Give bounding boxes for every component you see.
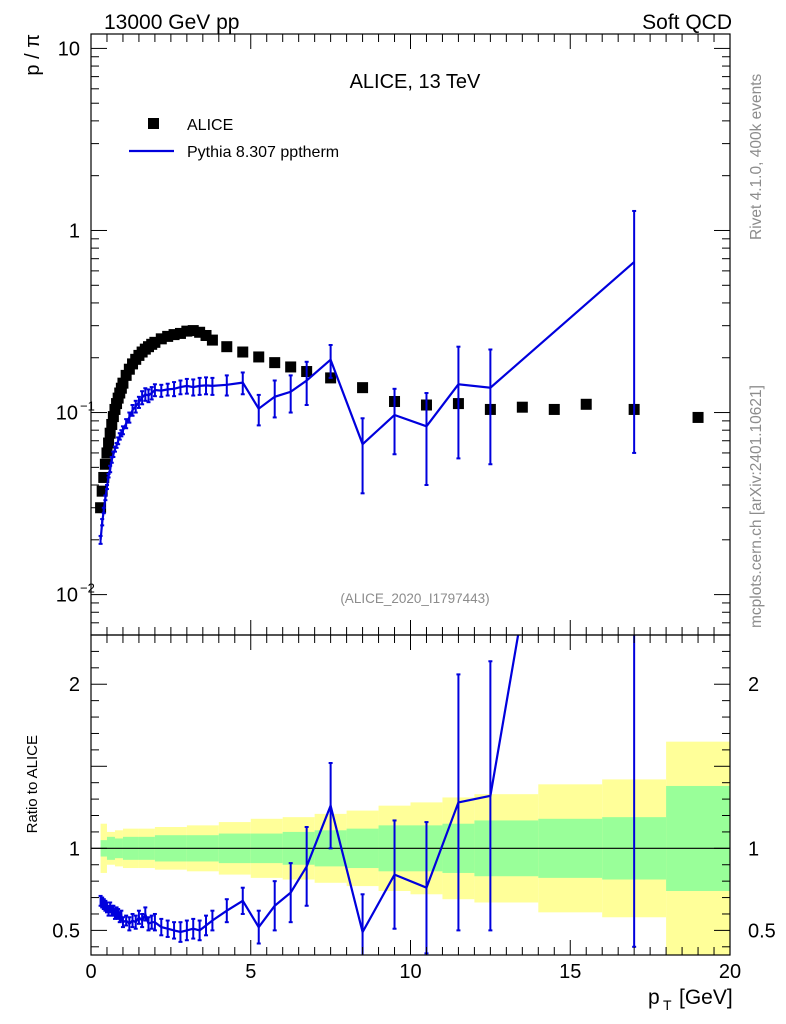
y-tick-label-exp: −1 — [80, 399, 95, 414]
x-tick-label: 0 — [85, 961, 96, 983]
y-tick-label-exp: −2 — [80, 581, 95, 596]
data-point-alice — [120, 369, 132, 381]
x-axis-label-sub: T — [663, 997, 672, 1013]
data-point-alice — [187, 325, 199, 337]
y-axis-label: p / π — [22, 34, 44, 76]
ratio-band-inner — [666, 785, 730, 891]
x-axis-title: p T [GeV] — [648, 986, 733, 1013]
data-point-alice — [95, 502, 107, 514]
data-point-alice — [103, 437, 115, 449]
data-point-alice — [692, 411, 704, 423]
data-point-alice — [548, 403, 560, 415]
ratio-y-axis-label: Ratio to ALICE — [24, 735, 41, 833]
plot-title: ALICE, 13 TeV — [350, 71, 481, 93]
analysis-label: (ALICE_2020_I1797443) — [340, 591, 489, 606]
x-axis-label-main: p — [648, 986, 660, 1009]
x-tick-label: 15 — [559, 961, 581, 983]
data-point-alice — [200, 329, 212, 341]
main-series-layer — [95, 209, 704, 545]
x-tick-label: 10 — [399, 961, 421, 983]
data-point-alice — [253, 351, 265, 363]
ratio-tick-label: 0.5 — [52, 920, 80, 942]
data-point-alice — [99, 458, 111, 470]
data-point-alice — [269, 357, 281, 369]
data-point-alice — [237, 346, 249, 358]
ratio-axes-layer: 0 5 10 15 20 0.5 0.5 1 1 2 2 — [52, 635, 776, 983]
data-point-alice — [285, 361, 297, 373]
data-point-alice — [181, 325, 193, 337]
data-point-alice — [206, 334, 218, 346]
data-point-alice — [101, 447, 113, 459]
ratio-tick-label: 1 — [69, 838, 80, 860]
ratio-tick-label-right: 0.5 — [748, 920, 776, 942]
x-tick-label: 5 — [245, 961, 256, 983]
header-left: 13000 GeV pp — [104, 11, 239, 34]
data-point-alice — [194, 326, 206, 338]
ratio-tick-label-right: 2 — [748, 674, 759, 696]
ratio-plot-panel: 0 5 10 15 20 0.5 0.5 1 1 2 2 Ratio to ALICE — [24, 634, 776, 983]
data-point-alice — [221, 341, 233, 353]
legend-label-pythia: Pythia 8.307 pptherm — [187, 144, 339, 161]
y-tick-label: 1 — [69, 220, 80, 242]
data-point-alice — [155, 333, 167, 345]
data-point-alice — [516, 401, 528, 413]
data-point-alice — [96, 485, 108, 497]
data-point-alice — [580, 398, 592, 410]
y-tick-label: 10 — [56, 403, 78, 425]
ratio-tick-label: 2 — [69, 674, 80, 696]
legend-label-alice: ALICE — [187, 117, 233, 134]
data-point-alice — [98, 471, 110, 483]
data-point-alice — [106, 418, 118, 430]
data-point-alice — [168, 329, 180, 341]
x-tick-label: 20 — [719, 961, 741, 983]
data-point-alice — [104, 427, 116, 439]
data-point-alice — [109, 403, 121, 415]
data-point-alice — [149, 336, 161, 348]
data-point-alice — [107, 411, 119, 423]
y-tick-label: 10 — [56, 585, 78, 607]
data-point-alice — [162, 330, 174, 342]
legend-marker-alice — [148, 118, 159, 129]
header-right: Soft QCD — [642, 11, 732, 34]
ratio-tick-label-right: 1 — [748, 838, 759, 860]
data-point-alice — [117, 377, 129, 389]
data-point-alice — [174, 327, 186, 339]
legend: ALICE Pythia 8.307 pptherm — [129, 117, 339, 161]
rivet-info: Rivet 4.1.0, 400k events — [748, 73, 765, 240]
mcplots-info: mcplots.cern.ch [arXiv:2401.10621] — [748, 385, 765, 628]
y-tick-label: 10 — [58, 38, 80, 60]
x-axis-label-unit: [GeV] — [679, 986, 733, 1009]
data-point-alice — [357, 382, 369, 394]
